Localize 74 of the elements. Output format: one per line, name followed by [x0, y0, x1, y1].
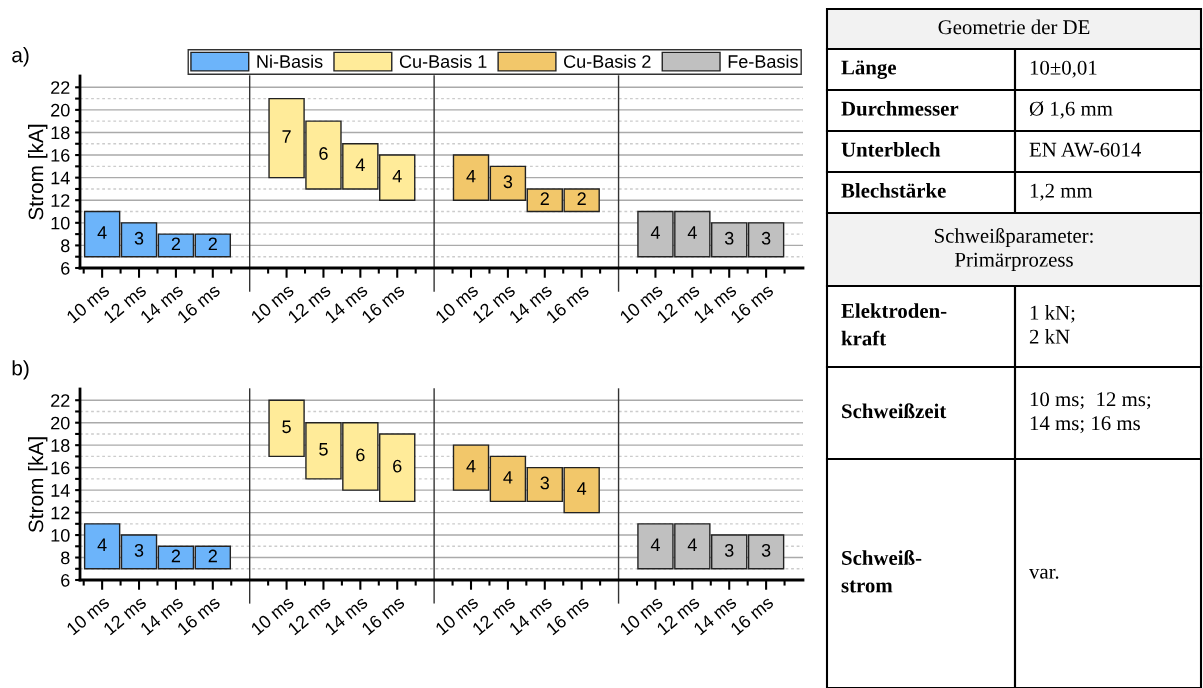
y-axis-title: Strom [kA] — [28, 124, 48, 220]
data-label: 7 — [282, 130, 291, 143]
text: Geometrie der DE — [938, 19, 1090, 35]
text: Schweißzeit — [842, 403, 947, 419]
data-label: 4 — [97, 226, 107, 239]
data-label: 4 — [503, 471, 513, 484]
y-tick-label: 8 — [61, 551, 70, 565]
y-tick-label: 12 — [51, 506, 70, 520]
y-tick-label: 12 — [51, 194, 70, 207]
legend-label: Cu-Basis 1 — [399, 54, 487, 68]
y-tick-label: 14 — [51, 171, 70, 185]
text: var. — [1029, 568, 1059, 579]
legend-label: Fe-Basis — [728, 54, 798, 68]
text: Elektroden- kraft — [841, 303, 947, 346]
data-label: 2 — [540, 192, 549, 205]
data-label: 4 — [466, 169, 476, 183]
data-label: 4 — [650, 538, 660, 551]
data-label: 3 — [761, 543, 771, 557]
data-label: 2 — [577, 192, 586, 205]
text: EN AW-6014 — [1029, 142, 1142, 157]
data-label: 3 — [761, 231, 771, 245]
chart-title: a) — [12, 47, 29, 67]
data-label: 3 — [134, 543, 144, 557]
data-label: 4 — [355, 158, 365, 172]
text: 1 kN; 2 kN — [1029, 305, 1075, 344]
y-axis-title: Strom [kA] — [28, 437, 48, 533]
text: Schweißparameter: Primärprozess — [934, 227, 1093, 272]
data-label: 4 — [392, 169, 402, 183]
data-label: 2 — [208, 237, 217, 251]
chart-title: b) — [12, 360, 29, 380]
text: Blechstärke — [841, 183, 946, 198]
y-tick-label: 14 — [51, 484, 70, 497]
data-label: 3 — [724, 231, 734, 245]
text: Schweiß- strom — [841, 550, 922, 593]
data-label: 4 — [687, 226, 697, 239]
data-label: 3 — [134, 231, 144, 245]
data-label: 3 — [503, 175, 513, 189]
data-label: 2 — [171, 549, 181, 563]
text: Unterblech — [841, 142, 941, 157]
y-tick-label: 16 — [51, 148, 70, 162]
text: Durchmesser — [841, 101, 959, 116]
data-label: 6 — [319, 147, 328, 160]
y-tick-label: 8 — [61, 239, 70, 253]
text: Ø 1,6 mm — [1029, 101, 1113, 119]
y-tick-label: 6 — [61, 573, 70, 587]
y-tick-label: 22 — [51, 394, 70, 407]
data-label: 4 — [687, 538, 697, 551]
data-label: 5 — [282, 420, 291, 434]
data-label: 3 — [540, 476, 550, 490]
y-tick-label: 22 — [51, 81, 70, 94]
text: 1,2 mm — [1030, 183, 1093, 201]
y-tick-label: 20 — [51, 103, 70, 117]
data-label: 4 — [650, 226, 660, 239]
text: 10 ms; 12 ms; 14 ms; 16 ms — [1030, 392, 1151, 434]
data-label: 6 — [393, 459, 402, 473]
text: Länge — [841, 60, 897, 79]
y-tick-label: 18 — [51, 439, 70, 452]
data-label: 2 — [171, 237, 181, 251]
text: 10±0,01 — [1030, 60, 1097, 78]
y-tick-label: 10 — [51, 528, 70, 542]
data-label: 6 — [356, 448, 365, 462]
data-label: 4 — [97, 538, 107, 551]
y-tick-label: 10 — [51, 216, 70, 230]
data-label: 5 — [319, 443, 328, 456]
y-tick-label: 16 — [51, 461, 70, 475]
y-tick-label: 20 — [51, 416, 70, 430]
data-label: 4 — [466, 459, 476, 473]
data-label: 4 — [577, 482, 587, 495]
data-label: 2 — [208, 549, 217, 563]
y-tick-label: 6 — [61, 261, 70, 275]
legend-label: Cu-Basis 2 — [564, 54, 651, 68]
legend-label: Ni-Basis — [257, 54, 323, 68]
data-label: 3 — [724, 543, 734, 557]
y-tick-label: 18 — [51, 126, 70, 140]
